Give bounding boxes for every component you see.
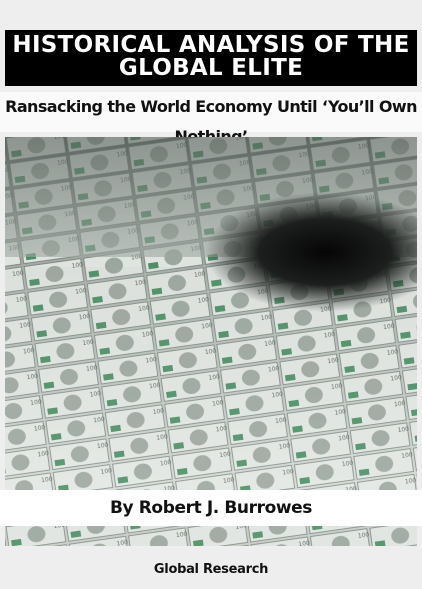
title-line: GLOBAL ELITE [5,57,417,80]
publisher: Global Research [0,562,422,577]
title-line: HISTORICAL ANALYSIS OF THE [5,34,417,57]
author: By Robert J. Burrowes [0,490,422,526]
subtitle: Ransacking the World Economy Until ‘You’… [0,92,422,132]
cover-illustration: 100 [5,137,417,490]
money-strip [5,526,417,546]
book-cover: HISTORICAL ANALYSIS OF THE GLOBAL ELITE … [0,0,422,589]
title-bar: HISTORICAL ANALYSIS OF THE GLOBAL ELITE [5,30,417,86]
